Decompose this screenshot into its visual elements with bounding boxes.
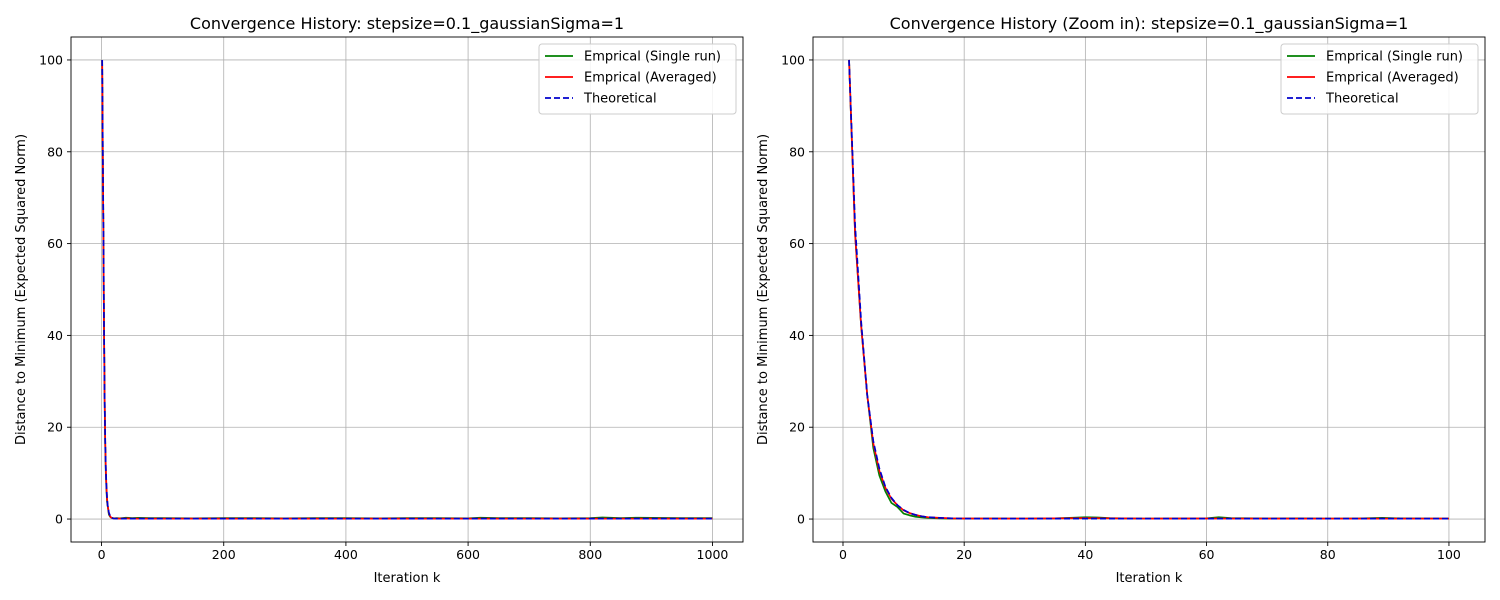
chart-2-ytick-label-0: 0 (797, 512, 805, 527)
chart-1-title: Convergence History: stepsize=0.1_gaussi… (190, 14, 624, 34)
chart-2-xtick-label-2: 40 (1077, 547, 1093, 562)
chart-1-ylabel: Distance to Minimum (Expected Squared No… (14, 134, 29, 445)
chart-2-axes-frame (812, 36, 1486, 543)
chart-1-ytick-label-3: 60 (47, 236, 63, 251)
chart-1-ytick-label-5: 100 (39, 52, 63, 67)
chart-1-axes-frame (70, 36, 744, 543)
chart-2-xtick-label-3: 60 (1199, 547, 1215, 562)
chart-2-legend-label-averaged: Emprical (Averaged) (1326, 71, 1459, 86)
chart-1-legend: Emprical (Single run) Emprical (Averaged)… (538, 43, 737, 115)
chart-2-ytick-label-4: 80 (789, 144, 805, 159)
chart-1-xtick-label-2: 400 (334, 547, 358, 562)
chart-1-xtick-label-1: 200 (212, 547, 236, 562)
chart-1-legend-label-single-run: Emprical (Single run) (584, 50, 721, 65)
chart-1-legend-box (538, 43, 737, 115)
chart-2-legend-label-theoretical: Theoretical (1325, 92, 1399, 107)
chart-2-legend-label-single-run: Emprical (Single run) (1326, 50, 1463, 65)
chart-1-series-theoretical (101, 59, 713, 520)
chart-2-ytick-label-1: 20 (789, 420, 805, 435)
chart-1-xtick-label-0: 0 (98, 547, 106, 562)
chart-1-series-averaged (101, 59, 713, 520)
chart-1-xtick-label-5: 1000 (697, 547, 729, 562)
chart-1-ytick-label-1: 20 (47, 420, 63, 435)
chart-2-legend-box (1280, 43, 1479, 115)
chart-2-ytick-label-2: 40 (789, 328, 805, 343)
chart-2-series-averaged (848, 59, 1449, 520)
chart-2-series-theoretical (848, 59, 1449, 520)
chart-2-legend: Emprical (Single run) Emprical (Averaged)… (1280, 43, 1479, 115)
chart-1-ytick-label-0: 0 (55, 512, 63, 527)
chart-1-ytick-label-2: 40 (47, 328, 63, 343)
chart-1-xtick-label-3: 600 (456, 547, 480, 562)
chart-2-title: Convergence History (Zoom in): stepsize=… (890, 14, 1409, 34)
chart-2-ytick-label-3: 60 (789, 236, 805, 251)
chart-2-xlabel: Iteration k (1116, 571, 1183, 586)
chart-2-xtick-label-0: 0 (839, 547, 847, 562)
chart-2-series-single-run (848, 59, 1449, 520)
chart-1-legend-label-averaged: Emprical (Averaged) (584, 71, 717, 86)
chart-1-legend-label-theoretical: Theoretical (583, 92, 657, 107)
chart-1-series-single-run (101, 59, 713, 520)
chart-2: 0 20 40 60 80 100 0 20 40 60 80 100 Convergence Hist… (756, 14, 1486, 586)
chart-1-xtick-label-4: 800 (578, 547, 602, 562)
chart-2-xtick-label-4: 80 (1320, 547, 1336, 562)
chart-1-xlabel: Iteration k (374, 571, 441, 586)
chart-1: 0 200 400 600 800 1000 0 20 40 60 80 100 Convergence… (14, 14, 744, 586)
chart-2-xtick-label-1: 20 (956, 547, 972, 562)
chart-2-ytick-label-5: 100 (781, 52, 805, 67)
chart-2-ylabel: Distance to Minimum (Expected Squared No… (756, 134, 771, 445)
chart-2-xtick-label-5: 100 (1437, 547, 1461, 562)
chart-1-ytick-label-4: 80 (47, 144, 63, 159)
